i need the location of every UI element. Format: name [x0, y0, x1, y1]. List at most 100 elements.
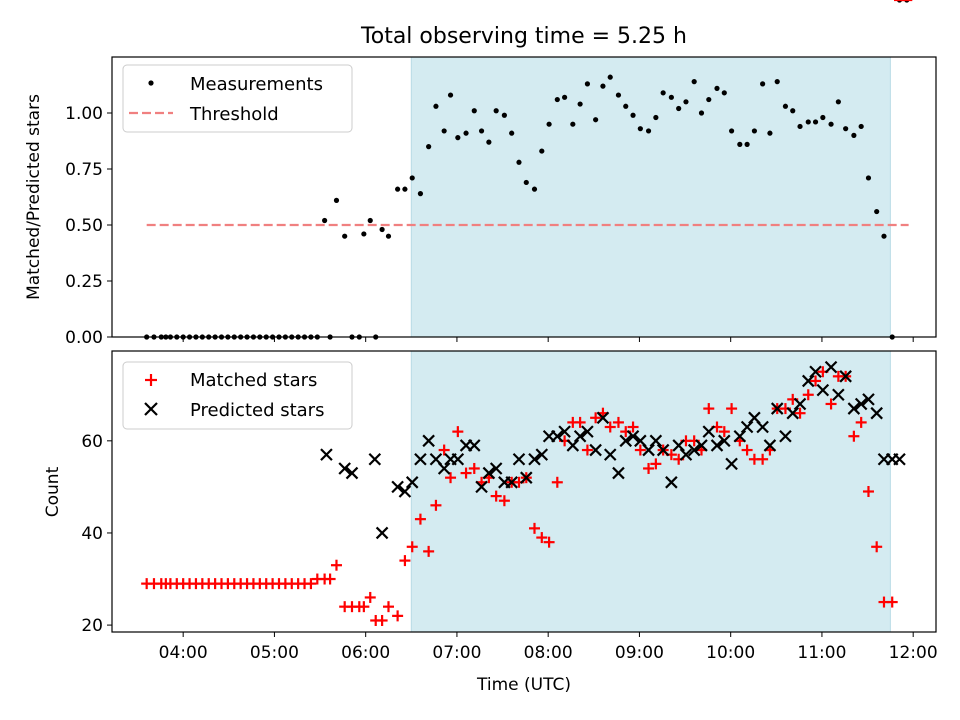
bottom-panel-plot-area — [141, 0, 913, 632]
legend-marker-measurements — [148, 80, 154, 86]
top-y-tick-label: 1.00 — [65, 104, 103, 124]
bottom-panel: 20 40 60 04:00 05:00 06:00 07:00 08:00 09:00 10:… — [43, 0, 938, 695]
matched-stars-point — [612, 416, 624, 428]
matched-stars-point — [634, 444, 646, 456]
predicted-stars-point — [839, 370, 852, 383]
predicted-stars-point — [338, 462, 351, 475]
top-y-tick-label: 0.25 — [65, 272, 103, 292]
x-tick-label: 04:00 — [159, 643, 208, 663]
measurements-point — [790, 108, 796, 114]
x-tick-label: 07:00 — [432, 643, 481, 663]
predicted-stars-point — [816, 383, 830, 397]
predicted-stars-point — [368, 452, 382, 466]
legend-marker-predicted-stars — [144, 402, 158, 416]
matched-stars-point — [551, 476, 563, 488]
measurements-point — [691, 79, 697, 85]
measurements-point — [828, 121, 834, 127]
predicted-stars-point — [862, 393, 875, 406]
predicted-stars-point — [809, 365, 822, 379]
predicted-stars-point — [733, 429, 747, 443]
matched-stars-point — [855, 416, 867, 428]
predicted-stars-point — [520, 471, 533, 484]
measurements-point — [835, 99, 841, 105]
predicted-stars-point — [505, 476, 518, 489]
predicted-stars-point — [756, 420, 769, 434]
top-panel-frame — [111, 56, 937, 338]
measurements-point — [447, 92, 454, 98]
legend-label-threshold: Threshold — [189, 104, 279, 125]
predicted-stars-point — [437, 462, 451, 475]
measurements-point — [623, 103, 629, 109]
measurements-point — [486, 139, 492, 145]
predicted-stars-point — [391, 480, 404, 494]
measurements-point — [805, 119, 811, 125]
measurements-point — [820, 114, 826, 121]
measurements-point — [812, 119, 819, 125]
measurements-point — [546, 121, 552, 127]
top-y-axis-label: Matched/Predicted stars — [24, 94, 44, 300]
measurements-point — [570, 121, 576, 127]
measurements-point — [851, 132, 857, 138]
measurements-point — [471, 108, 477, 114]
x-tick-label: 05:00 — [250, 643, 299, 663]
measurements-point — [584, 81, 591, 87]
matched-stars-point — [399, 555, 411, 567]
predicted-stars-point — [801, 374, 815, 388]
measurements-point — [342, 233, 348, 239]
legend-label-predicted-stars: Predicted stars — [190, 400, 324, 421]
predicted-stars-point — [467, 439, 481, 452]
predicted-stars-point — [558, 425, 571, 438]
matched-stars-point — [468, 462, 480, 474]
x-tick-label: 06:00 — [341, 643, 390, 663]
x-tick-label: 08:00 — [524, 643, 573, 663]
predicted-stars-point — [375, 526, 389, 540]
measurements-point — [698, 110, 705, 116]
matched-stars-point — [726, 403, 738, 415]
measurements-point — [600, 83, 606, 89]
measurements-point — [523, 179, 529, 186]
measurements-point — [714, 85, 720, 91]
top-y-axis-ticks: 0.00 0.25 0.50 0.75 1.00 — [65, 104, 112, 348]
matched-stars-point — [802, 389, 814, 401]
matched-stars-point — [414, 513, 426, 525]
top-legend-box — [122, 64, 353, 133]
bottom-y-axis-ticks: 20 40 60 — [81, 432, 112, 636]
predicted-stars-point — [535, 448, 549, 461]
measurements-point — [562, 94, 568, 100]
x-tick-label: 12:00 — [889, 643, 938, 663]
measurements-point — [554, 96, 560, 103]
measurements-point — [385, 233, 392, 239]
matched-stars-point — [490, 490, 502, 502]
predicted-stars-point — [489, 462, 503, 475]
predicted-stars-point — [740, 420, 754, 434]
predicted-stars-point — [512, 452, 526, 466]
measurements-point — [433, 103, 439, 109]
matched-stars-point — [382, 601, 394, 613]
matched-stars-point — [718, 426, 730, 438]
x-tick-label: 10:00 — [706, 643, 755, 663]
measurements-point — [395, 186, 401, 192]
top-y-tick-label: 0.50 — [65, 216, 103, 236]
matched-stars-point — [330, 559, 342, 571]
matched-stars-point — [703, 403, 715, 415]
measurements-point — [409, 175, 415, 181]
measurements-point — [539, 148, 545, 154]
predicted-stars-point — [581, 425, 594, 438]
measurements-point — [668, 94, 674, 100]
matched-stars-point — [423, 545, 435, 557]
bottom-legend: Matched stars Predicted stars — [122, 361, 353, 430]
matched-stars-point — [862, 486, 874, 497]
measurements-point — [333, 197, 340, 203]
matched-stars-point — [757, 453, 769, 465]
measurements-point — [728, 128, 735, 134]
legend-marker-matched-stars — [145, 374, 157, 386]
legend-label-matched-stars: Matched stars — [190, 370, 317, 391]
matched-stars-point — [810, 375, 822, 387]
predicted-stars-point — [405, 476, 419, 489]
matched-stars-point — [741, 444, 753, 456]
predicted-stars-point — [612, 466, 625, 480]
predicted-stars-point — [672, 439, 685, 452]
matched-stars-point — [305, 578, 317, 590]
measurements-point — [516, 159, 522, 165]
bottom-y-tick-label: 40 — [81, 524, 103, 544]
